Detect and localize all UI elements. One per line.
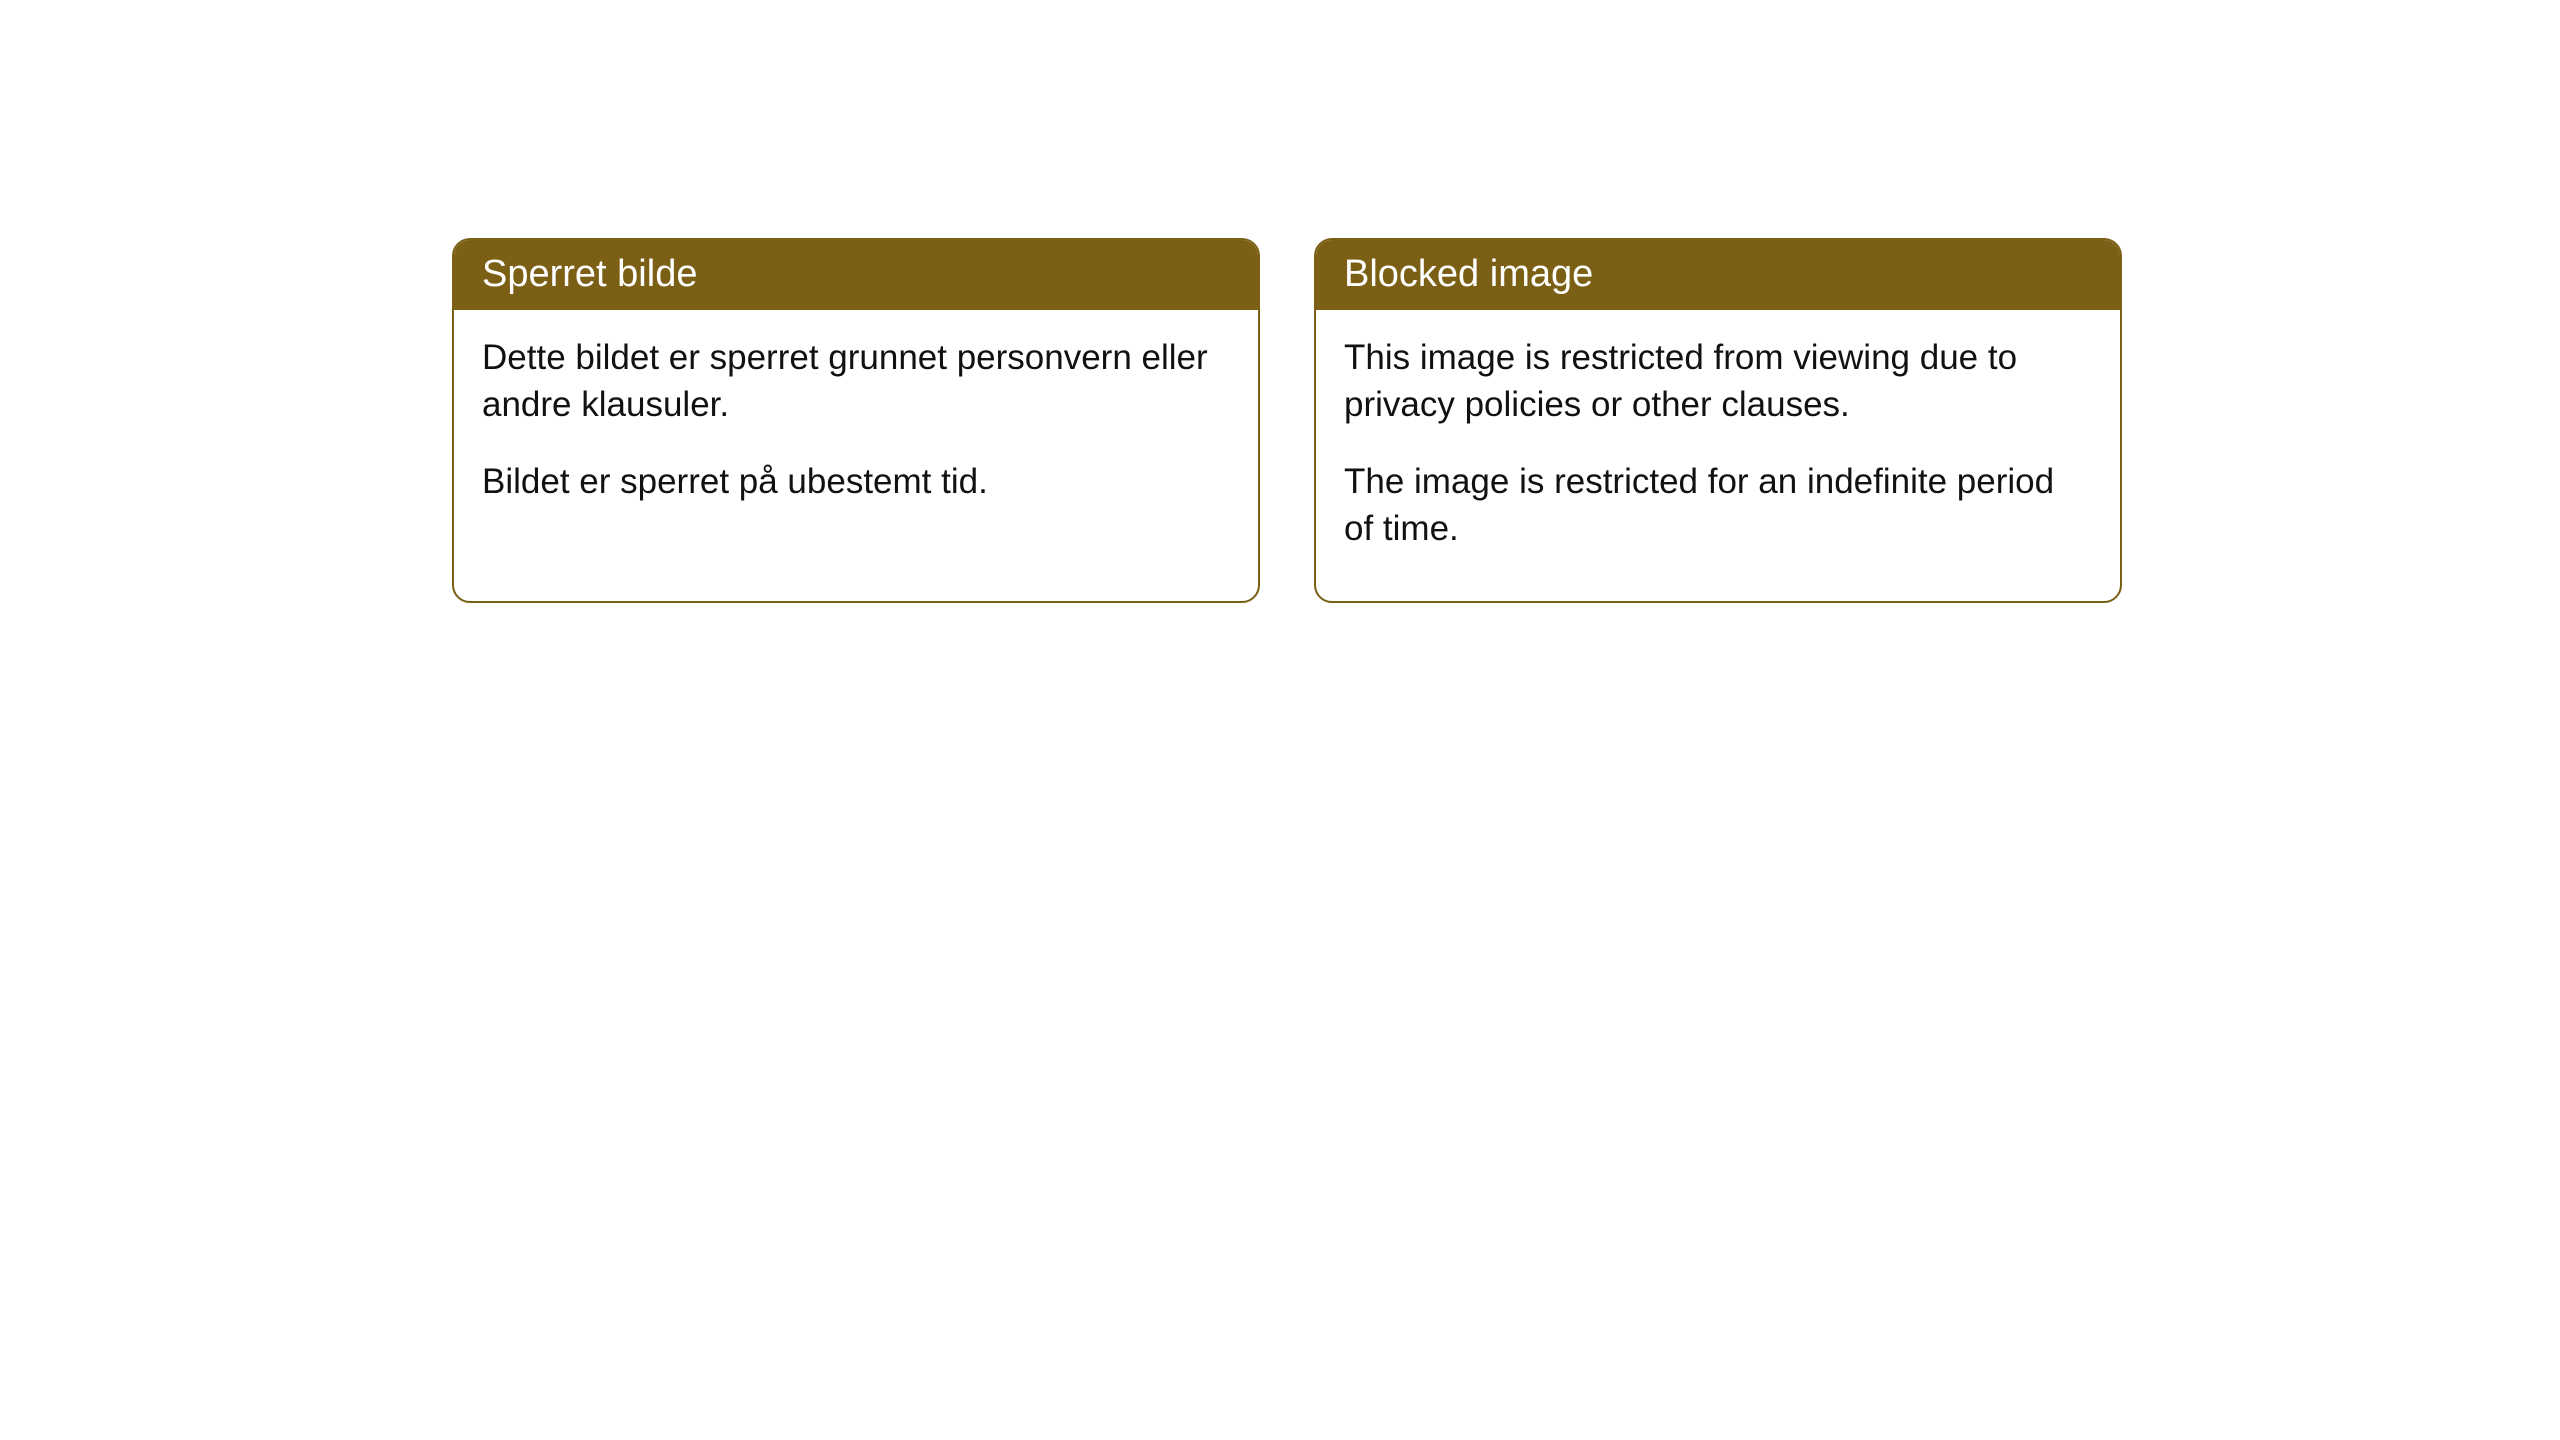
notice-cards-container: Sperret bilde Dette bildet er sperret gr… [452, 238, 2122, 603]
card-body: This image is restricted from viewing du… [1316, 310, 2120, 601]
card-body: Dette bildet er sperret grunnet personve… [454, 310, 1258, 554]
notice-card-english: Blocked image This image is restricted f… [1314, 238, 2122, 603]
card-title: Blocked image [1344, 253, 1593, 295]
card-paragraph: The image is restricted for an indefinit… [1344, 458, 2092, 553]
card-paragraph: Bildet er sperret på ubestemt tid. [482, 458, 1230, 505]
notice-card-norwegian: Sperret bilde Dette bildet er sperret gr… [452, 238, 1260, 603]
card-title: Sperret bilde [482, 253, 697, 295]
card-paragraph: This image is restricted from viewing du… [1344, 334, 2092, 429]
card-header: Sperret bilde [454, 240, 1258, 310]
card-header: Blocked image [1316, 240, 2120, 310]
card-paragraph: Dette bildet er sperret grunnet personve… [482, 334, 1230, 429]
